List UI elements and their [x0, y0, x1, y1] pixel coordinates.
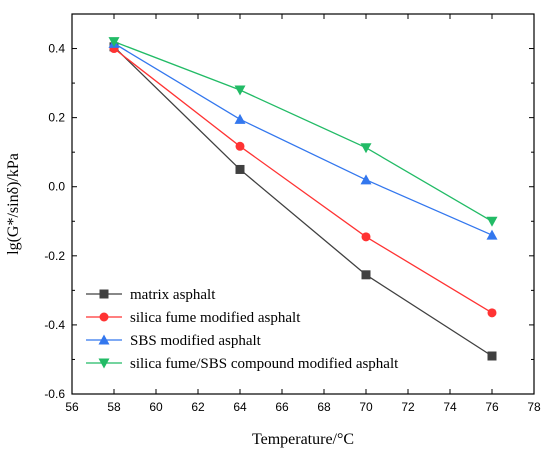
- data-point: [360, 143, 372, 154]
- data-point: [487, 308, 497, 318]
- data-point: [361, 232, 371, 242]
- x-tick-label: 60: [149, 400, 163, 414]
- plot-frame: [71, 13, 535, 395]
- series-line: [113, 42, 493, 236]
- axes: 56 58 60 62 64 66 68 70 72 74 76 78 -0.6 -0.4 -0.2 0.0 0…: [44, 14, 541, 414]
- data-point: [486, 229, 498, 240]
- series-line: [113, 46, 493, 357]
- y-tick-label: 0.0: [48, 180, 65, 194]
- legend-label: silica fume modified asphalt: [130, 310, 301, 326]
- series-line: [113, 48, 493, 314]
- series-4: [108, 37, 498, 227]
- series-line: [113, 41, 493, 222]
- y-tick-label: -0.4: [44, 318, 65, 332]
- x-tick-label: 76: [485, 400, 499, 414]
- data-point: [235, 164, 245, 174]
- x-axis-title: Temperature/°C: [252, 431, 354, 448]
- x-tick-label: 68: [317, 400, 331, 414]
- x-tick-label: 58: [107, 400, 121, 414]
- legend-item: silica fume/SBS compound modified asphal…: [86, 356, 399, 372]
- data-point: [361, 270, 371, 280]
- legend-item: SBS modified asphalt: [86, 333, 262, 349]
- legend-item: matrix asphalt: [86, 287, 216, 303]
- series-2: [109, 44, 497, 318]
- y-tick-label: 0.2: [48, 111, 65, 125]
- x-tick-label: 66: [275, 400, 289, 414]
- legend-marker: [98, 334, 110, 345]
- y-tick-label: 0.4: [48, 42, 65, 56]
- legend-marker: [99, 312, 109, 322]
- legend-item: silica fume modified asphalt: [86, 310, 301, 326]
- x-tick-label: 56: [65, 400, 79, 414]
- data-point: [486, 216, 498, 227]
- data-point: [108, 37, 120, 48]
- x-tick-label: 64: [233, 400, 247, 414]
- data-point: [235, 141, 245, 151]
- y-axis-title: lg(G*/sinδ)/kPa: [5, 153, 22, 255]
- y-tick-label: -0.6: [44, 387, 65, 401]
- legend-marker: [98, 358, 110, 369]
- series-3: [108, 37, 498, 240]
- x-tick-label: 74: [443, 400, 457, 414]
- x-tick-label: 72: [401, 400, 415, 414]
- data-point: [234, 113, 246, 124]
- series-layer: [108, 37, 498, 361]
- y-tick-label: -0.2: [44, 249, 65, 263]
- data-point: [234, 85, 246, 96]
- legend-marker: [99, 289, 109, 299]
- legend-label: SBS modified asphalt: [130, 333, 262, 349]
- data-point: [487, 351, 497, 361]
- legend-label: silica fume/SBS compound modified asphal…: [130, 356, 399, 372]
- x-tick-label: 62: [191, 400, 205, 414]
- x-tick-label: 78: [527, 400, 541, 414]
- data-point: [360, 174, 372, 185]
- x-tick-label: 70: [359, 400, 373, 414]
- legend-label: matrix asphalt: [130, 287, 216, 303]
- legend: matrix asphalt silica fume modified aspha…: [86, 287, 399, 372]
